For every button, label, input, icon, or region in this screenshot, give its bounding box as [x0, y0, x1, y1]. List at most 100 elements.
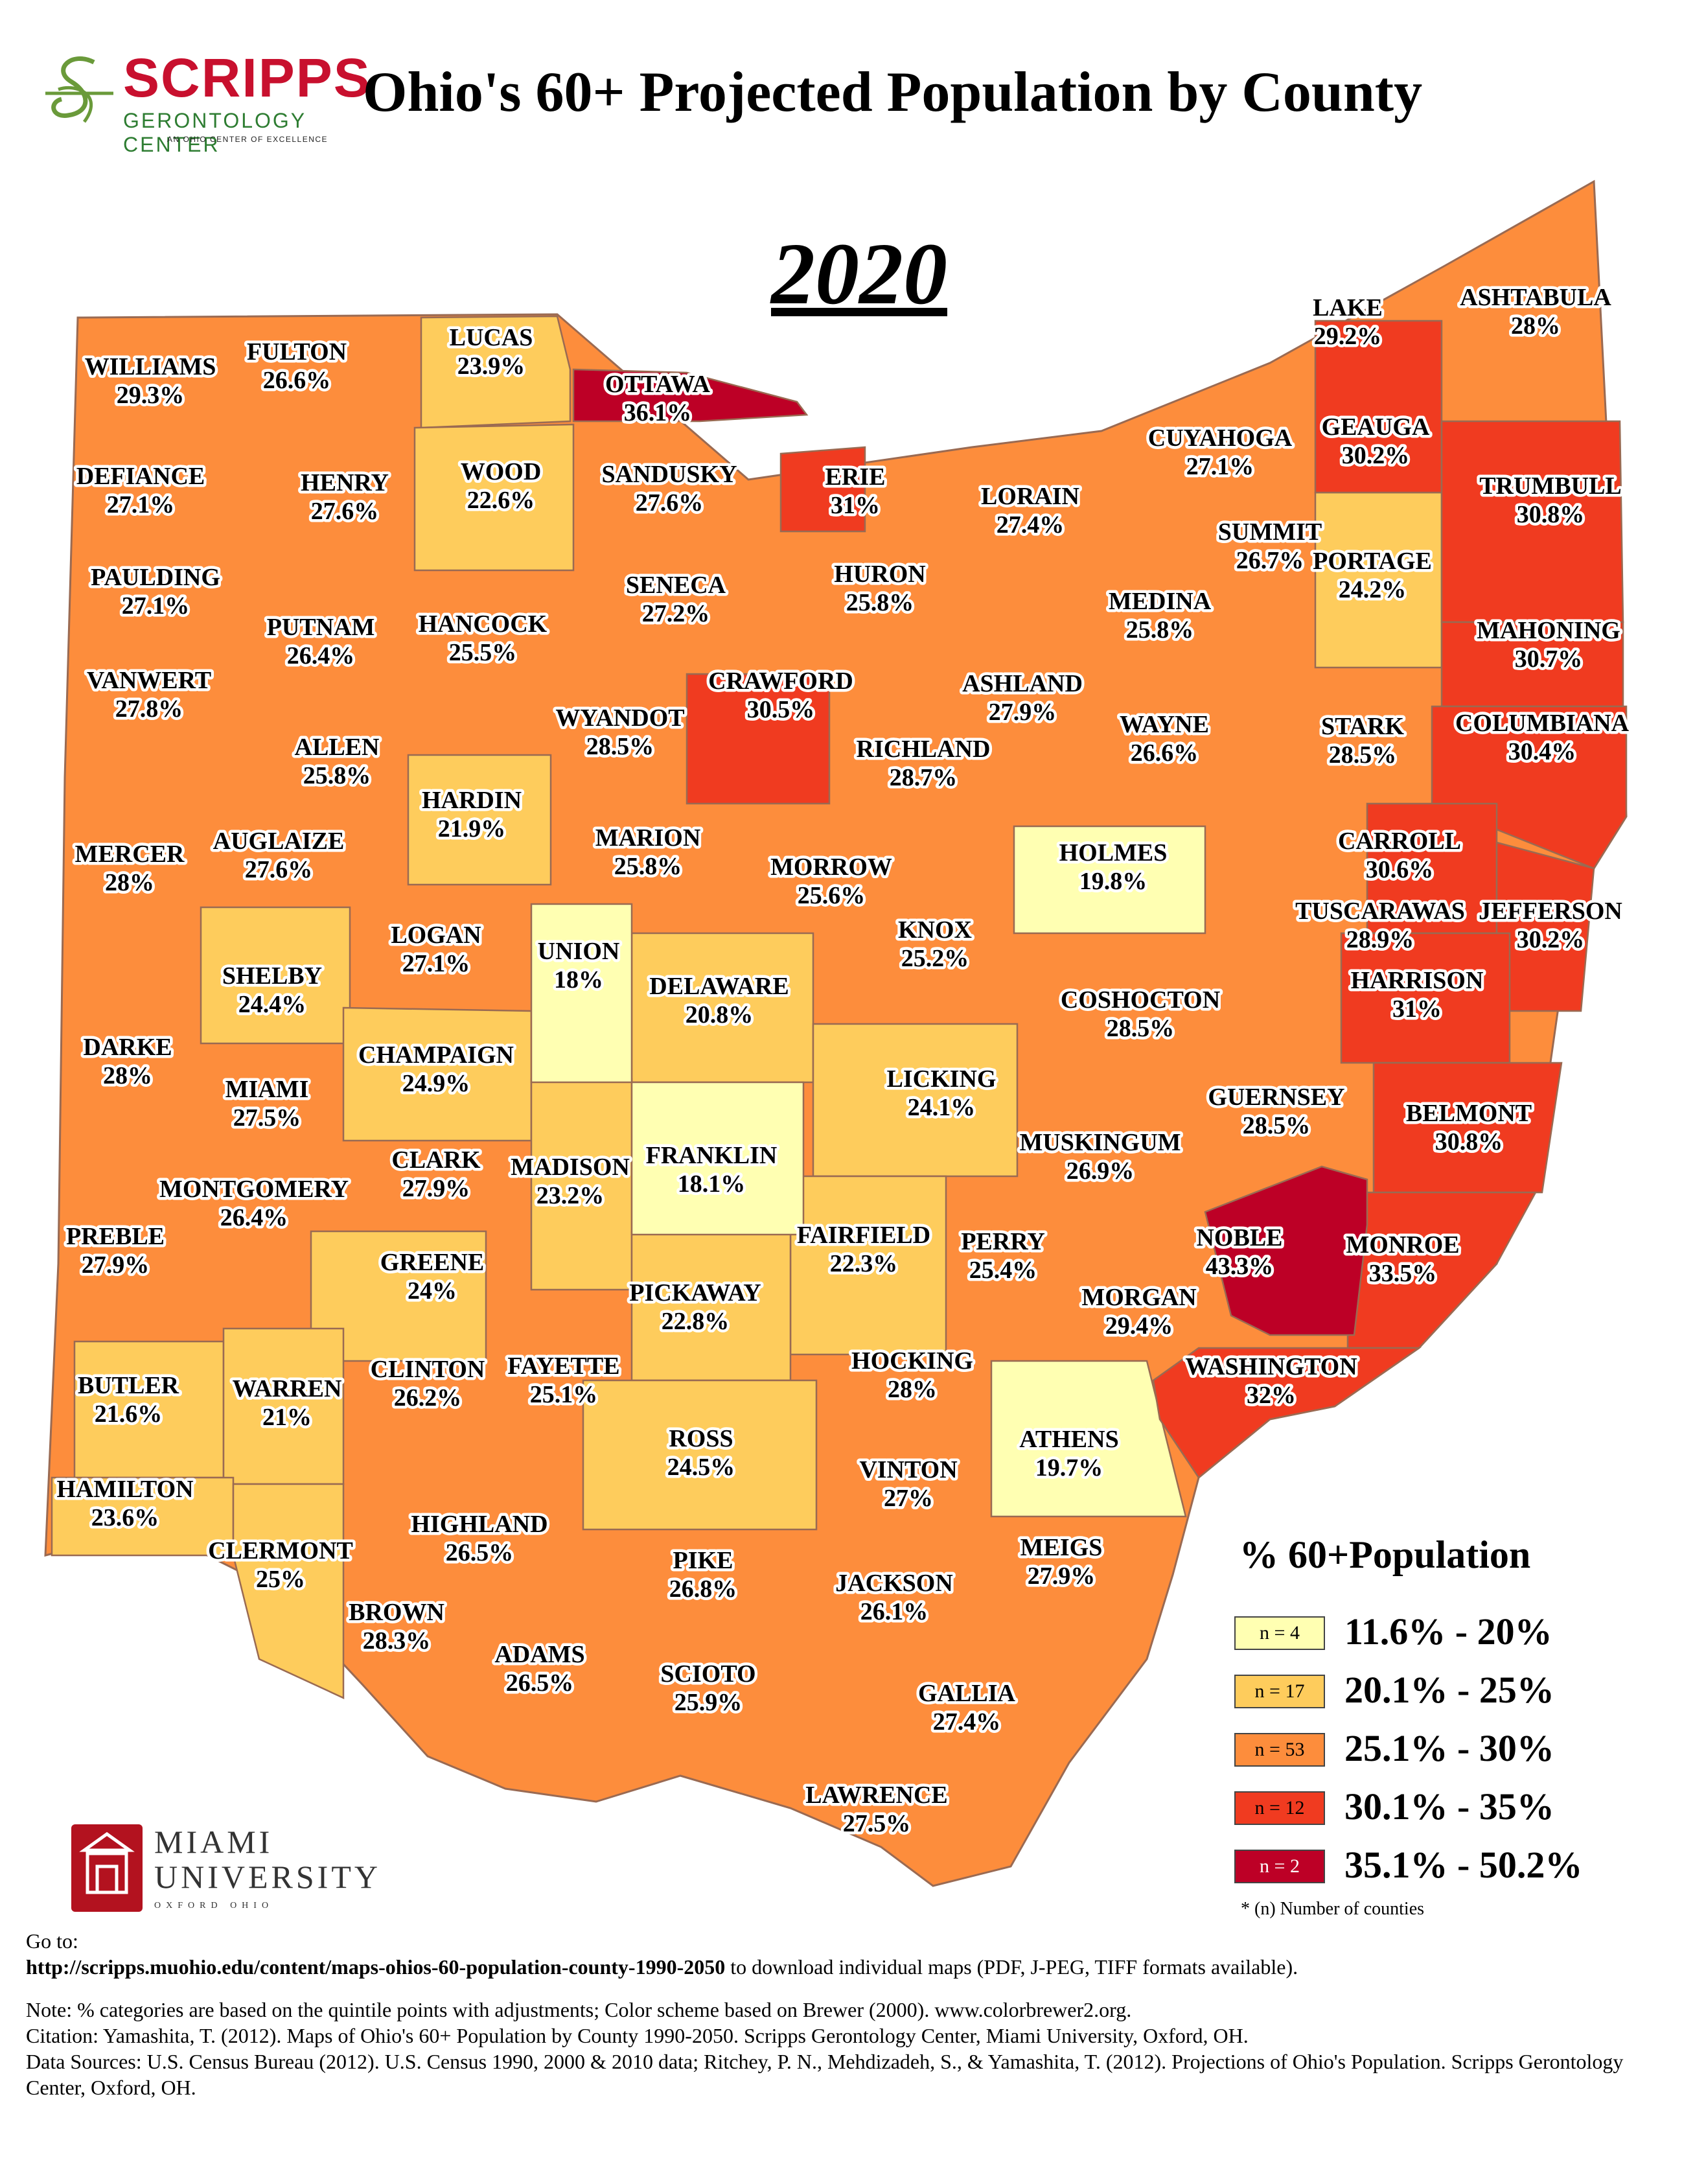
legend-range-class-2: 20.1% - 25%: [1344, 1669, 1554, 1711]
county-value-coshocton: 28.5%: [1107, 1015, 1175, 1042]
legend-note: * (n) Number of counties: [1241, 1899, 1425, 1919]
county-value-harrison: 31%: [1392, 995, 1442, 1023]
county-value-montgomery: 26.4%: [220, 1204, 288, 1231]
county-value-muskingum: 26.9%: [1066, 1157, 1135, 1185]
county-name-logan: LOGAN: [391, 922, 481, 949]
county-name-highland: HIGHLAND: [411, 1511, 548, 1538]
county-value-morrow: 25.6%: [798, 882, 866, 909]
county-value-fairfield: 22.3%: [830, 1250, 898, 1277]
county-shape-crawford: [686, 673, 831, 805]
county-value-sandusky: 27.6%: [636, 489, 704, 517]
miami-word-1: MIAMI: [154, 1824, 273, 1860]
legend-range-class-5: 35.1% - 50.2%: [1344, 1844, 1583, 1886]
county-shape-athens: [990, 1360, 1187, 1518]
county-name-jefferson: JEFFERSON: [1479, 898, 1622, 925]
county-name-madison: MADISON: [511, 1154, 630, 1181]
county-shape-holmes: [1013, 825, 1206, 935]
county-value-erie: 31%: [831, 492, 880, 519]
county-value-defiance: 27.1%: [107, 491, 175, 518]
county-value-wayne: 26.6%: [1131, 739, 1199, 767]
county-name-putnam: PUTNAM: [267, 614, 375, 641]
county-value-hardin: 21.9%: [438, 815, 506, 842]
county-name-portage: PORTAGE: [1313, 548, 1432, 575]
county-shapes: [44, 180, 1628, 1887]
county-value-seneca: 27.2%: [642, 600, 710, 627]
county-name-geauga: GEAUGA: [1322, 413, 1430, 441]
download-link[interactable]: http://scripps.muohio.edu/content/maps-o…: [26, 1955, 726, 1979]
miami-wordmark: MIAMI UNIVERSITY: [154, 1824, 381, 1894]
county-name-licking: LICKING: [887, 1065, 997, 1093]
county-value-putnam: 26.4%: [287, 642, 355, 669]
county-value-carroll: 30.6%: [1366, 856, 1434, 883]
county-name-morrow: MORROW: [770, 854, 892, 881]
legend-range-class-3: 25.1% - 30%: [1344, 1727, 1554, 1769]
county-value-guernsey: 28.5%: [1243, 1112, 1311, 1139]
scripps-swirl-icon: [45, 56, 113, 123]
county-value-trumbull: 30.8%: [1517, 501, 1585, 528]
county-name-warren: WARREN: [233, 1375, 342, 1402]
county-value-paulding: 27.1%: [122, 592, 190, 620]
county-name-ottawa: OTTAWA: [605, 371, 710, 398]
county-name-union: UNION: [538, 938, 620, 965]
county-name-holmes: HOLMES: [1059, 839, 1168, 866]
county-name-monroe: MONROE: [1346, 1231, 1459, 1259]
county-shape-greene: [310, 1230, 487, 1362]
county-value-knox: 25.2%: [901, 945, 969, 972]
county-labels: WILLIAMS29.3%FULTON26.6%LUCAS23.9%OTTAWA…: [54, 281, 1632, 1841]
county-shape-noble: [1204, 1165, 1368, 1336]
county-name-lorain: LORAIN: [981, 483, 1079, 510]
county-name-delaware: DELAWARE: [649, 973, 789, 1000]
county-name-harrison: HARRISON: [1351, 967, 1484, 994]
county-value-ashtabula: 28%: [1511, 312, 1560, 340]
county-value-ashland: 27.9%: [989, 699, 1057, 726]
county-name-muskingum: MUSKINGUM: [1019, 1129, 1181, 1156]
legend-row-class-2: n = 17 20.1% - 25%: [1234, 1666, 1675, 1717]
county-value-monroe: 33.5%: [1369, 1260, 1437, 1287]
scripps-logo: SCRIPPS GERONTOLOGY CENTER AN OHIO CENTE…: [45, 45, 370, 156]
county-value-clinton: 26.2%: [394, 1384, 462, 1411]
county-name-hamilton: HAMILTON: [56, 1476, 193, 1503]
footer-gap: [26, 1980, 1685, 1997]
county-shape-wood: [413, 423, 575, 572]
legend-swatch-class-2: n = 17: [1234, 1675, 1325, 1708]
legend-row-class-4: n = 12 30.1% - 35%: [1234, 1782, 1675, 1834]
county-shape-ottawa: [572, 368, 809, 423]
county-name-athens: ATHENS: [1019, 1426, 1118, 1453]
county-value-tuscarawas: 28.9%: [1346, 926, 1414, 953]
county-name-vinton: VINTON: [859, 1456, 957, 1483]
county-name-pike: PIKE: [673, 1547, 733, 1574]
county-value-adams: 26.5%: [506, 1669, 574, 1697]
county-shape-belmont: [1372, 1062, 1563, 1194]
footer-note: Note: % categories are based on the quin…: [26, 1998, 1132, 2021]
county-value-shelby: 24.4%: [238, 991, 306, 1018]
county-value-lucas: 23.9%: [457, 353, 525, 380]
county-value-mercer: 28%: [105, 869, 154, 896]
county-name-adams: ADAMS: [494, 1641, 584, 1668]
county-value-crawford: 30.5%: [747, 696, 815, 723]
county-name-henry: HENRY: [301, 469, 389, 496]
miami-university-logo: MIAMI UNIVERSITY OXFORD OHIO: [71, 1824, 395, 1922]
county-name-hardin: HARDIN: [422, 787, 522, 814]
county-name-wood: WOOD: [461, 458, 542, 485]
county-value-madison: 23.2%: [536, 1182, 605, 1209]
county-name-columbiana: COLUMBIANA: [1455, 710, 1630, 737]
county-value-portage: 24.2%: [1339, 576, 1407, 603]
map-legend: % 60+Population n = 4 11.6% - 20% n = 17…: [1234, 1533, 1688, 1928]
county-name-vanwert: VANWERT: [87, 667, 211, 694]
county-name-erie: ERIE: [825, 463, 886, 491]
county-name-ashland: ASHLAND: [962, 670, 1083, 697]
county-name-medina: MEDINA: [1109, 588, 1212, 615]
county-name-defiance: DEFIANCE: [76, 463, 205, 490]
county-name-darke: DARKE: [83, 1034, 172, 1061]
county-value-brown: 28.3%: [363, 1627, 431, 1655]
county-value-darke: 28%: [103, 1062, 152, 1089]
county-value-washington: 32%: [1247, 1382, 1296, 1409]
county-value-vinton: 27%: [884, 1485, 933, 1512]
county-shape-licking: [812, 1023, 1019, 1178]
county-name-hocking: HOCKING: [851, 1347, 973, 1375]
county-name-sandusky: SANDUSKY: [601, 461, 737, 488]
county-name-allen: ALLEN: [295, 734, 380, 761]
county-value-lawrence: 27.5%: [843, 1810, 911, 1837]
county-value-lake: 29.2%: [1314, 323, 1382, 350]
county-name-mercer: MERCER: [75, 841, 185, 868]
